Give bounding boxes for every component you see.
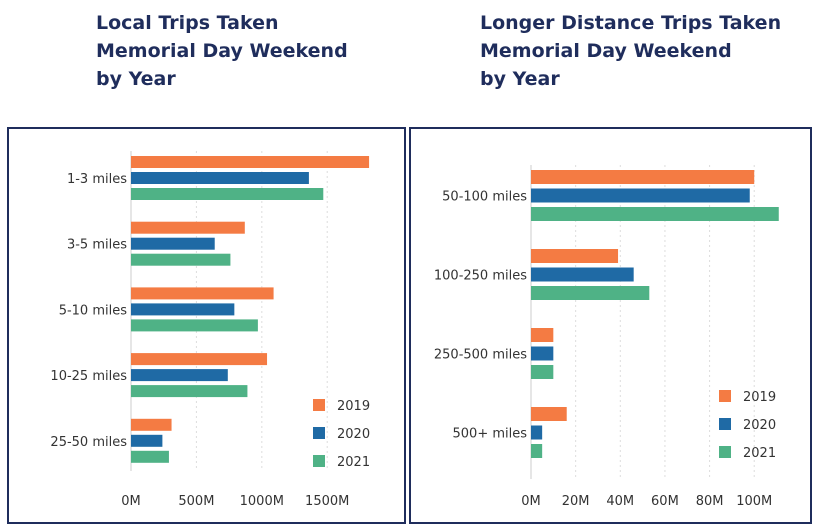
local-trips-chart-panel: 1-3 miles 3-5 miles 5-10 miles 10-25 miles 2… [7, 127, 406, 524]
legend-label: 2019 [337, 399, 370, 414]
x-tick-label: 40M [606, 494, 634, 509]
legend-label: 2019 [743, 390, 776, 405]
category-label: 3-5 miles [67, 238, 127, 253]
legend-label: 2020 [337, 427, 370, 442]
longer-trips-chart: 50-100 miles 100-250 miles 250-500 miles 50… [434, 165, 779, 509]
bar-2019-4 [131, 418, 172, 431]
bar-2020-0 [131, 172, 309, 184]
category-label: 25-50 miles [50, 435, 127, 450]
bar-2019-2 [531, 328, 554, 342]
category-label: 500+ miles [453, 427, 528, 442]
category-label: 100-250 miles [434, 269, 527, 284]
bar-2019-3 [131, 353, 268, 366]
legend-swatch-2020 [719, 418, 731, 430]
x-tick-label: 1000M [240, 494, 284, 509]
bar-2021-1 [531, 286, 650, 300]
x-tick-label: 1500M [305, 494, 349, 509]
bar-2021-3 [131, 385, 248, 398]
legend-swatch-2020 [313, 427, 325, 439]
right-chart-title: Longer Distance Trips Taken Memorial Day… [480, 12, 782, 90]
left-chart-title: Local Trips Taken Memorial Day Weekend b… [96, 12, 348, 90]
bar-2019-0 [531, 170, 755, 184]
bar-2020-4 [131, 434, 163, 447]
legend-swatch-2021 [719, 446, 731, 458]
bar-2019-3 [531, 407, 567, 421]
bar-2021-2 [131, 319, 258, 332]
legend-label: 2021 [337, 455, 370, 470]
bar-2021-2 [531, 365, 554, 379]
x-tick-label: 80M [696, 494, 724, 509]
bar-2020-3 [131, 369, 228, 382]
bar-2019-2 [131, 287, 274, 300]
bar-2021-0 [531, 207, 779, 221]
bar-2019-1 [531, 249, 619, 263]
category-label: 5-10 miles [59, 303, 128, 318]
bar-2020-0 [531, 188, 750, 203]
legend-swatch-2019 [719, 390, 731, 402]
bar-2021-0 [131, 188, 324, 200]
bar-2020-3 [531, 425, 543, 440]
legend-label: 2020 [743, 418, 776, 433]
x-tick-label: 100M [736, 494, 772, 509]
bar-2021-3 [531, 444, 543, 458]
category-label: 1-3 miles [67, 172, 127, 187]
legend-swatch-2019 [313, 399, 325, 411]
local-trips-chart: 1-3 miles 3-5 miles 5-10 miles 10-25 miles 2… [50, 151, 370, 509]
bar-2019-0 [131, 156, 370, 168]
bar-2020-2 [131, 303, 235, 316]
category-label: 250-500 miles [434, 348, 527, 363]
bar-2020-2 [531, 346, 554, 361]
bar-2019-1 [131, 221, 245, 234]
x-tick-label: 20M [562, 494, 590, 509]
legend-swatch-2021 [313, 455, 325, 467]
x-tick-label: 0M [521, 494, 541, 509]
x-tick-label: 60M [651, 494, 679, 509]
bar-2020-1 [531, 267, 634, 282]
longer-trips-chart-panel: 50-100 miles 100-250 miles 250-500 miles 50… [409, 127, 812, 524]
x-tick-label: 500M [178, 494, 214, 509]
category-label: 10-25 miles [50, 369, 127, 384]
legend-label: 2021 [743, 446, 776, 461]
x-tick-label: 0M [121, 494, 141, 509]
bar-2021-1 [131, 253, 231, 266]
bar-2020-1 [131, 237, 215, 250]
category-label: 50-100 miles [442, 190, 527, 205]
bar-2021-4 [131, 450, 169, 463]
